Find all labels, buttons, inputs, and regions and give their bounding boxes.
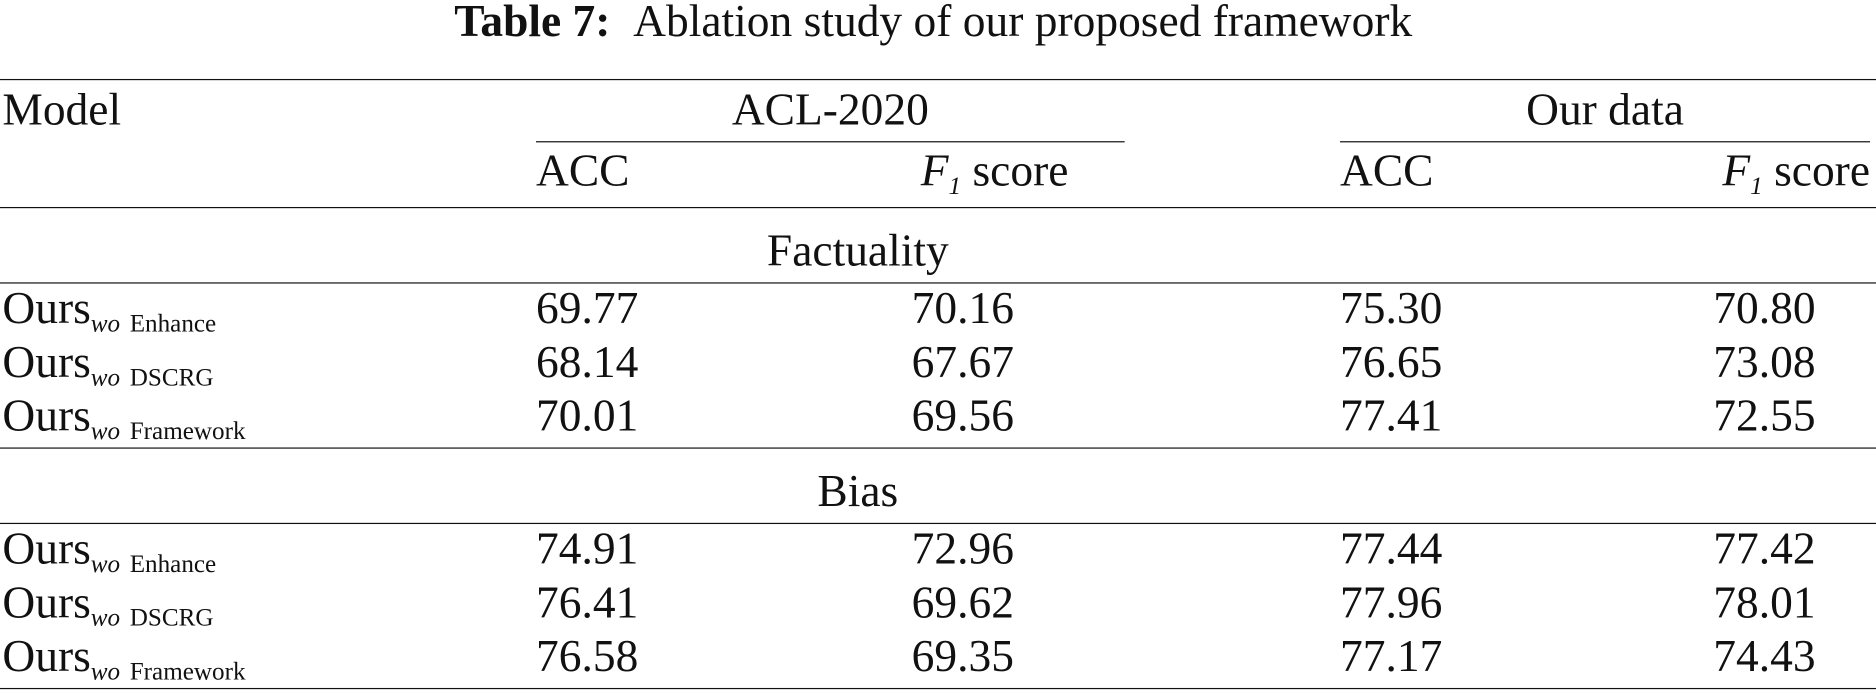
header-model: Model [2, 84, 122, 136]
model-base: Ours [2, 283, 91, 334]
model-sub: wo [90, 549, 121, 578]
cell-value: 77.17 [1340, 631, 1443, 682]
rule [0, 78, 1876, 81]
cell-value: 75.30 [1340, 283, 1443, 334]
model-variant: DSCRG [129, 362, 214, 392]
cell-value: 77.44 [1340, 524, 1443, 575]
cell-value: 69.77 [536, 283, 639, 334]
rule [1340, 141, 1871, 143]
model-sub: wo [90, 362, 121, 392]
cell-value: 76.41 [536, 577, 639, 629]
column-header: F1 score [921, 145, 1069, 212]
model-base: Ours [2, 524, 91, 575]
model-variant: Enhance [129, 549, 217, 578]
cell-value: 69.35 [911, 631, 1014, 682]
metric-sub: 1 [948, 171, 962, 200]
model-variant: DSCRG [129, 603, 214, 632]
column-header: ACC [536, 145, 629, 198]
table-title: Table 7: Ablation study of our proposed … [454, 0, 1412, 48]
cell-value: 70.01 [536, 391, 639, 442]
model-name: Ourswo DSCRG [2, 577, 213, 644]
cell-value: 69.56 [911, 391, 1014, 442]
cell-value: 77.42 [1713, 524, 1816, 575]
rule [0, 522, 1876, 525]
cell-value: 74.91 [536, 524, 639, 575]
cell-value: 74.43 [1713, 631, 1816, 682]
cell-value: 76.65 [1340, 337, 1443, 388]
cell-value: 70.16 [911, 283, 1014, 334]
model-variant: Enhance [129, 308, 217, 338]
cell-value: 67.67 [911, 337, 1014, 388]
model-variant: Framework [129, 656, 246, 686]
metric-sub: 1 [1750, 171, 1763, 200]
model-name: Ourswo Framework [2, 631, 245, 698]
metric-text: ACC [1340, 145, 1434, 197]
section-header: Bias [817, 466, 899, 517]
rule [0, 282, 1876, 284]
section-header: Factuality [766, 226, 949, 277]
metric-italic: F [1722, 145, 1751, 197]
metric-italic: F [920, 145, 949, 197]
cell-value: 77.41 [1340, 391, 1443, 442]
model-sub: wo [90, 308, 121, 338]
cell-value: 73.08 [1713, 337, 1816, 388]
metric-text: score [972, 145, 1069, 197]
cell-value: 76.58 [536, 631, 639, 682]
cell-value: 72.96 [911, 524, 1014, 575]
model-variant: Framework [129, 416, 246, 446]
model-sub: wo [90, 656, 121, 686]
group-header: Our data [1526, 84, 1684, 136]
column-header: F1 score [1722, 145, 1870, 212]
cell-value: 70.80 [1713, 283, 1816, 334]
model-base: Ours [2, 577, 91, 629]
title-label: Table 7: [454, 0, 611, 47]
cell-value: 77.96 [1340, 577, 1443, 629]
model-sub: wo [90, 603, 121, 632]
rule [0, 447, 1876, 449]
model-base: Ours [2, 391, 91, 442]
metric-text: score [1774, 145, 1871, 197]
model-name: Ourswo Framework [2, 390, 245, 457]
rule [0, 206, 1876, 209]
model-base: Ours [2, 337, 91, 388]
column-header: ACC [1340, 145, 1433, 198]
cell-value: 68.14 [536, 337, 639, 388]
model-base: Ours [2, 631, 91, 682]
model-sub: wo [90, 416, 121, 446]
cell-value: 78.01 [1713, 577, 1816, 629]
group-header: ACL-2020 [731, 84, 929, 136]
model-name: Ourswo DSCRG [2, 336, 213, 403]
cell-value: 69.62 [911, 577, 1014, 629]
model-name: Ourswo Enhance [2, 523, 216, 590]
title-text: Ablation study of our proposed framework [633, 0, 1413, 47]
cell-value: 72.55 [1713, 391, 1816, 442]
rule [536, 141, 1125, 143]
metric-text: ACC [536, 145, 630, 197]
model-name: Ourswo Enhance [2, 282, 216, 349]
